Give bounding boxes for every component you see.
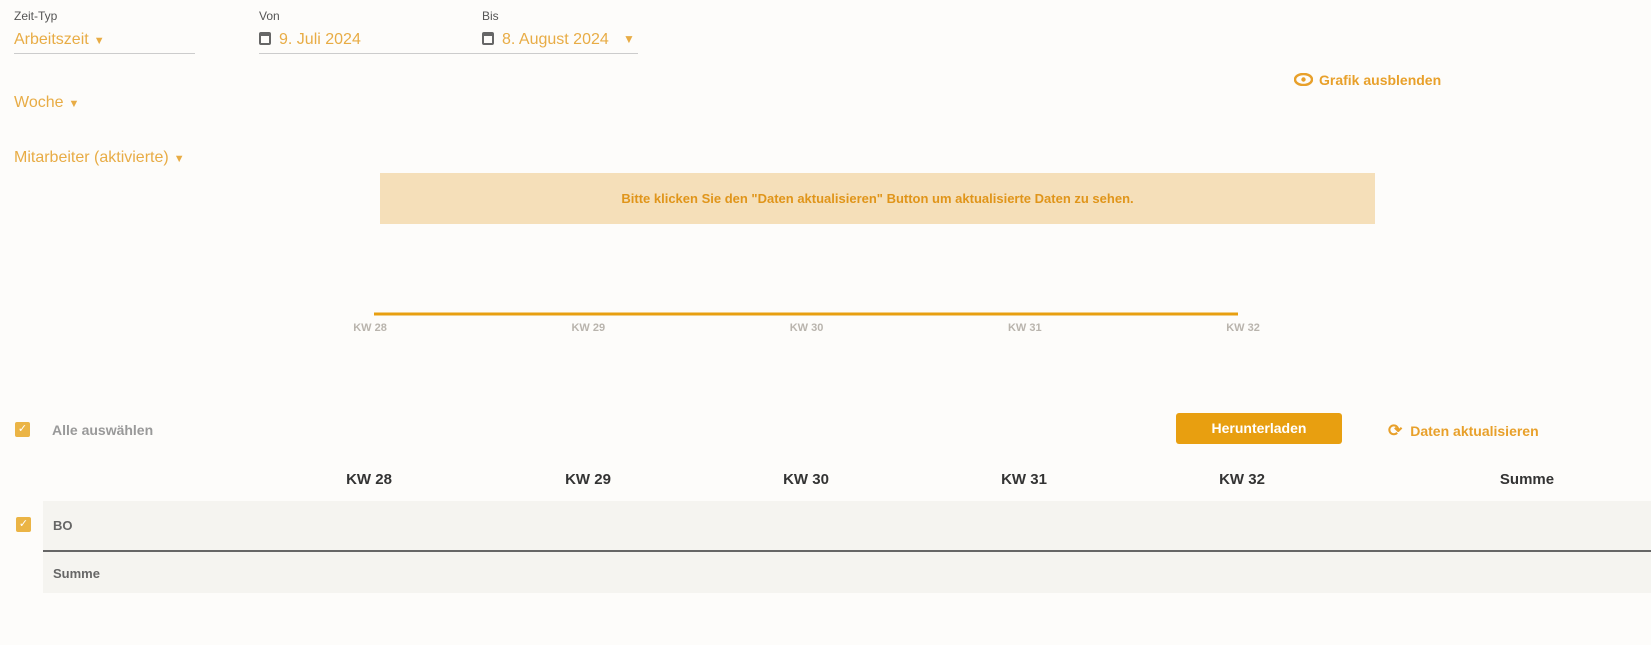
gruppierung-select[interactable]: Woche ▼ [14,94,79,112]
download-button[interactable]: Herunterladen [1176,413,1342,444]
gruppierung-value: Woche [14,94,64,111]
column-header: KW 29 [565,471,611,488]
eye-icon [1293,72,1314,87]
column-header: KW 30 [783,471,829,488]
select-all-label: Alle auswählen [52,422,154,438]
total-label: Summe [53,566,100,581]
table-row [43,501,1651,550]
chevron-down-icon: ▼ [173,153,185,165]
refresh-icon: ⟳ [1388,421,1403,440]
grafik-ausblenden-label: Grafik ausblenden [1319,72,1442,88]
chevron-down-icon: ▼ [93,35,105,47]
update-notice: Bitte klicken Sie den "Daten aktualisier… [380,173,1375,224]
row-checkbox[interactable]: ✓ [16,517,31,532]
mitarbeiter-value: Mitarbeiter (aktivierte) [14,149,169,166]
chevron-down-icon[interactable]: ▼ [623,32,635,46]
refresh-label: Daten aktualisieren [1410,423,1539,439]
bis-value[interactable]: 8. August 2024 [502,31,609,48]
chevron-down-icon: ▼ [68,98,80,110]
x-tick-label: KW 29 [571,322,606,334]
column-header: KW 32 [1219,471,1265,488]
mitarbeiter-select[interactable]: Mitarbeiter (aktivierte) ▼ [14,149,185,167]
x-tick-label: KW 30 [789,322,824,334]
divider [43,550,1651,552]
column-header: KW 28 [346,471,392,488]
row-label: BO [53,518,73,533]
zeit-typ-label: Zeit-Typ [14,9,58,23]
x-tick-label: KW 28 [353,322,387,334]
select-all-checkbox[interactable]: ✓ [15,422,30,437]
refresh-button[interactable]: ⟳ Daten aktualisieren [1388,421,1539,441]
x-tick-label: KW 32 [1226,322,1260,334]
von-value[interactable]: 9. Juli 2024 [279,31,361,48]
column-header: KW 31 [1001,471,1047,488]
total-row [43,552,1651,593]
grafik-ausblenden-button[interactable]: Grafik ausblenden [1293,72,1442,88]
zeit-typ-value: Arbeitszeit [14,31,89,48]
date-range-picker[interactable]: 9. Juli 2024 8. August 2024 ▼ [259,31,638,54]
calendar-icon [259,32,271,45]
x-tick-label: KW 31 [1007,322,1042,334]
column-header-summe: Summe [1499,471,1555,488]
von-label: Von [259,9,280,23]
calendar-icon [482,32,494,45]
chart [374,312,1238,316]
zeit-typ-select[interactable]: Arbeitszeit ▼ [14,31,195,54]
bis-label: Bis [482,9,499,23]
